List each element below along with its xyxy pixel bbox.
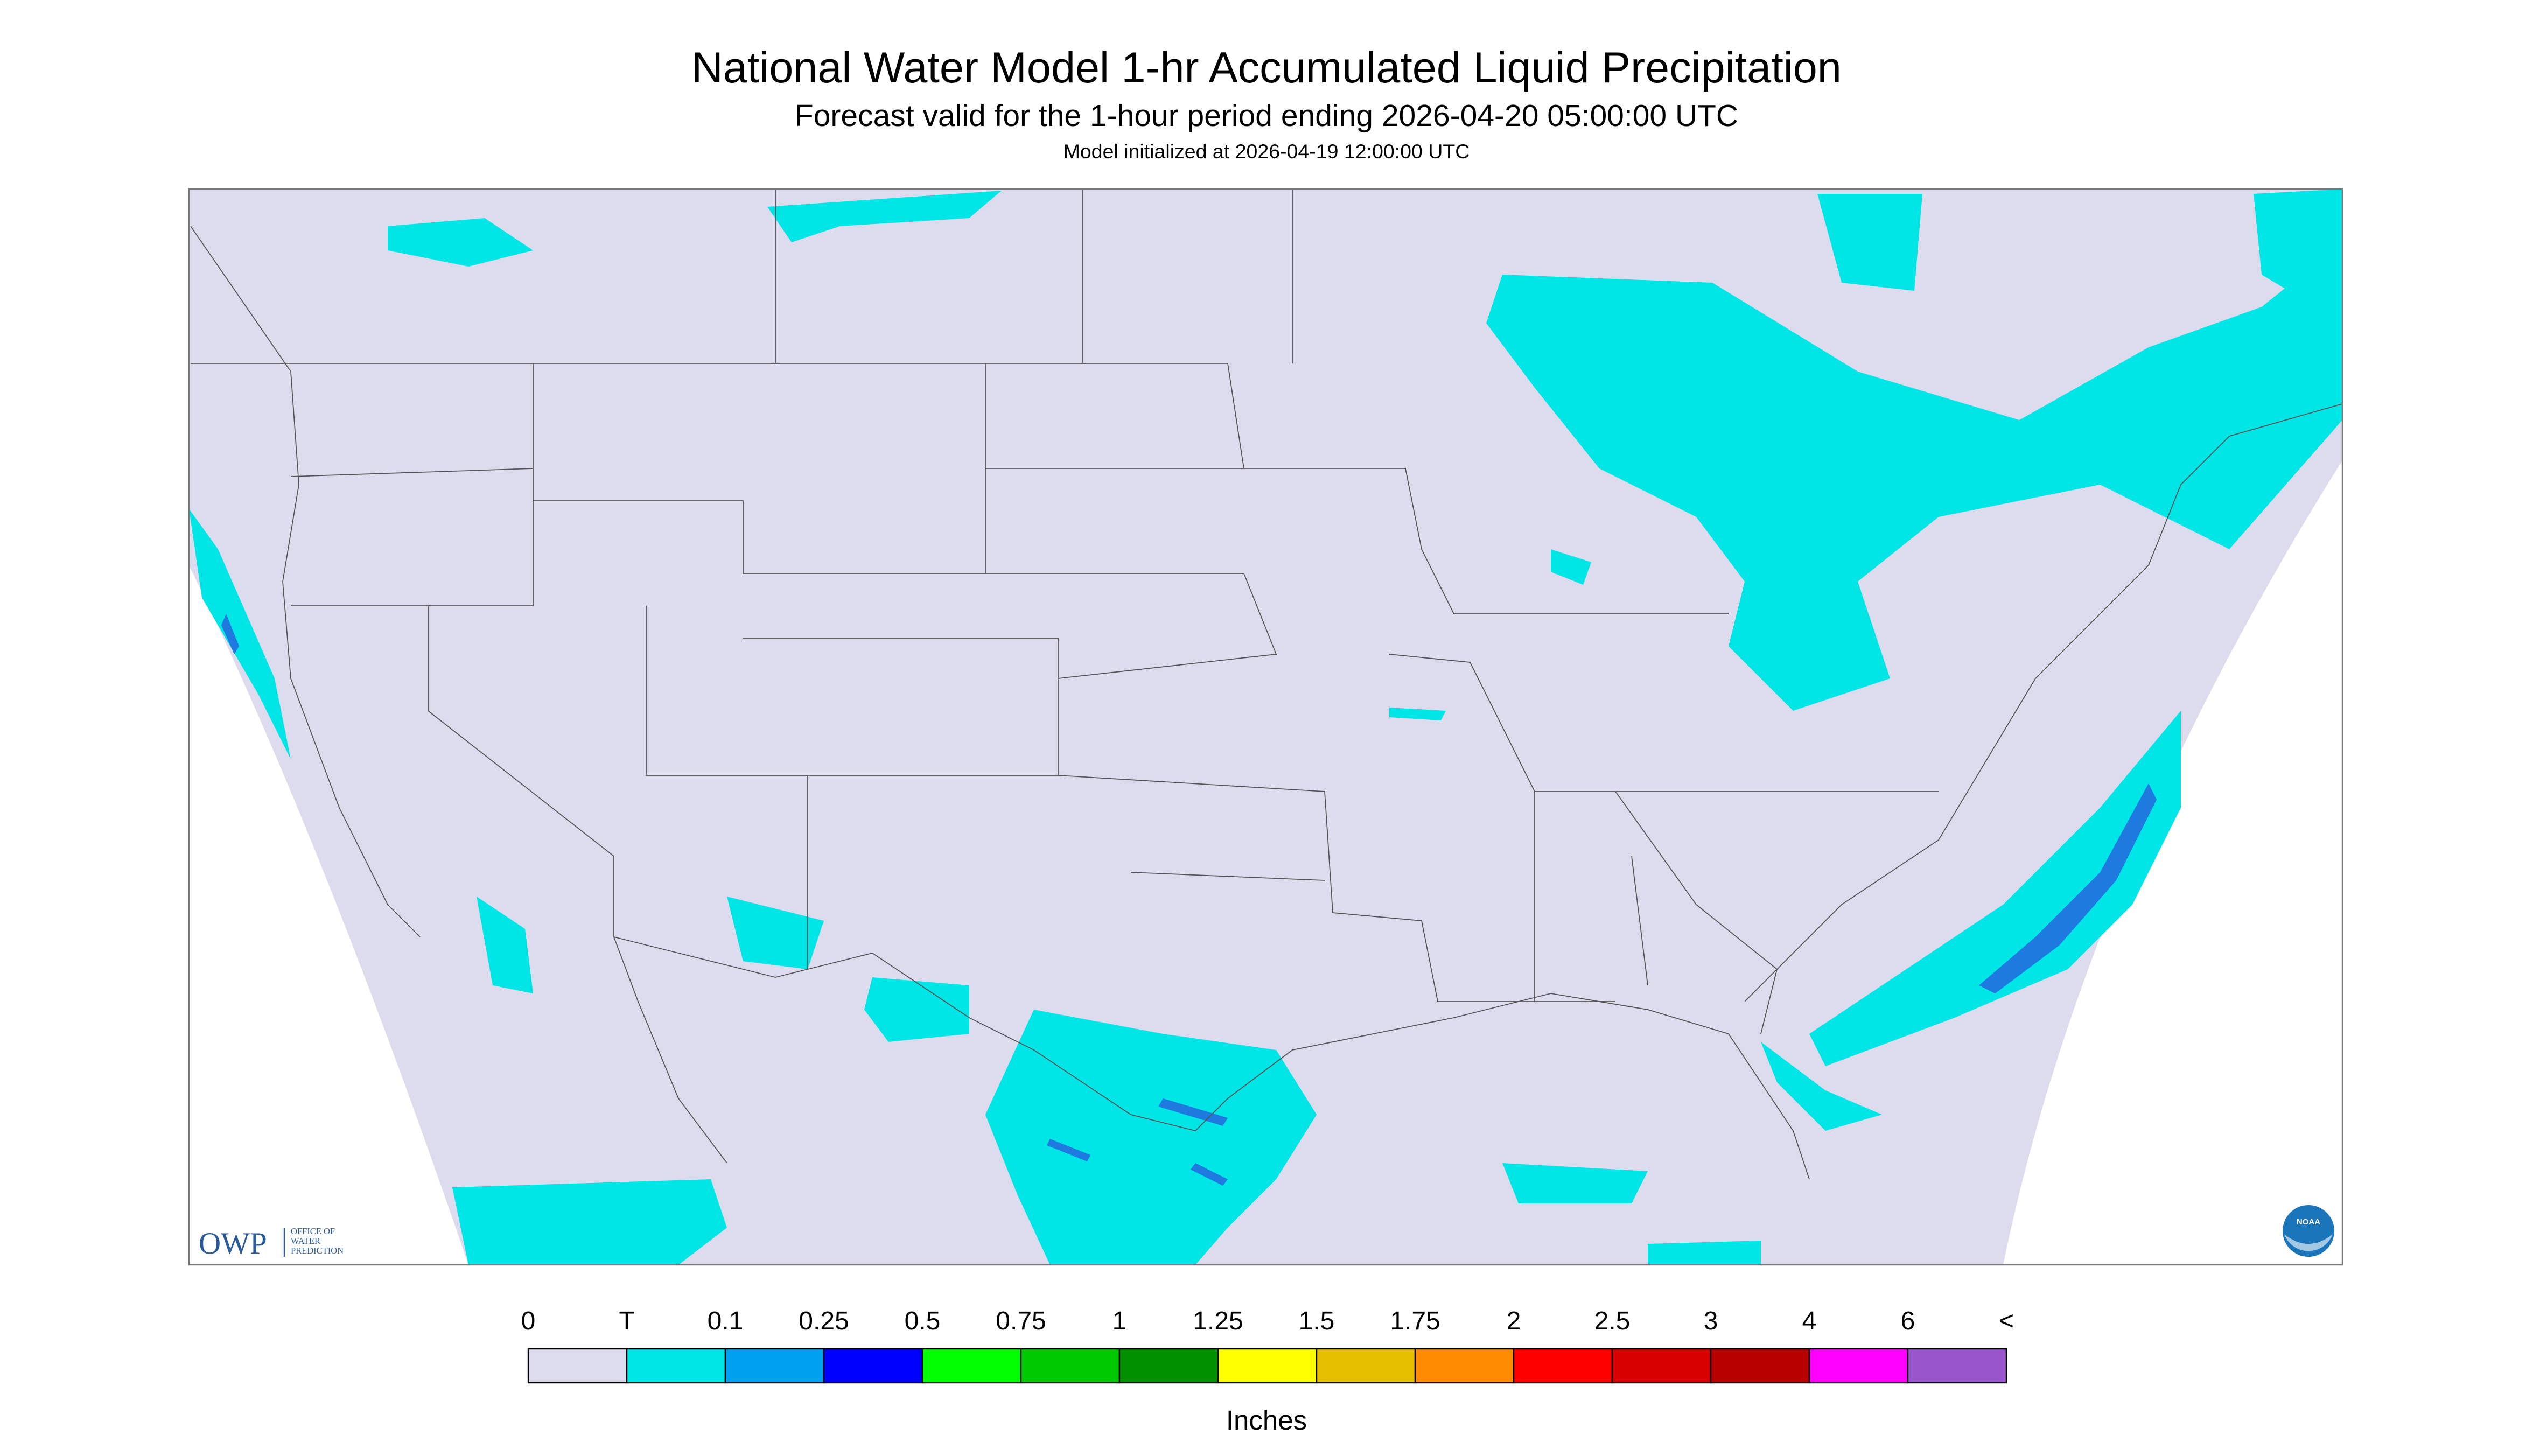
borders [190, 189, 2343, 1180]
colorbar-swatch [1118, 1348, 1219, 1384]
owp-text: OWP [199, 1227, 267, 1261]
colorbar-swatch [1611, 1348, 1712, 1384]
colorbar-swatch [1414, 1348, 1515, 1384]
map-frame [188, 188, 2343, 1266]
colorbar-swatch [1217, 1348, 1318, 1384]
colorbar-unit: Inches [1226, 1405, 1307, 1436]
colorbar-label: 0.5 [905, 1307, 941, 1335]
colorbar-label: 6 [1901, 1307, 1915, 1335]
colorbar-label: 2.5 [1594, 1307, 1631, 1335]
colorbar-label: T [619, 1307, 634, 1335]
colorbar-swatch [1808, 1348, 1909, 1384]
noaa-wave [2284, 1234, 2333, 1251]
colorbar-swatch [1710, 1348, 1810, 1384]
colorbar-label: 4 [1802, 1307, 1817, 1335]
colorbar-label: 0 [521, 1307, 536, 1335]
colorbar-swatch [626, 1348, 726, 1384]
colorbar: 0 T 0.1 0.25 0.5 0.75 1 1.25 1.5 1.75 2 2.5 3 4 6 < [521, 1307, 2014, 1384]
colorbar-label: 1 [1112, 1307, 1127, 1335]
colorbar-label: 1.25 [1193, 1307, 1243, 1335]
colorbar-swatch [1020, 1348, 1121, 1384]
noaa-text: NOAA [2297, 1217, 2320, 1227]
noaa-logo: NOAA [2283, 1205, 2334, 1257]
colorbar-label: 0.75 [996, 1307, 1046, 1335]
title: National Water Model 1-hr Accumulated Li… [691, 44, 1842, 92]
owp-name-line: WATER [291, 1236, 320, 1246]
outside-domain-right [2003, 460, 2342, 1265]
colorbar-swatch [921, 1348, 1022, 1384]
init-note: Model initialized at 2026-04-19 12:00:00… [1063, 140, 1470, 163]
colorbar-label: 2 [1507, 1307, 1521, 1335]
colorbar-swatch [527, 1348, 628, 1384]
colorbar-swatch [724, 1348, 825, 1384]
colorbar-label: 0.25 [799, 1307, 849, 1335]
map [189, 189, 2343, 1265]
colorbar-label: 1.75 [1390, 1307, 1440, 1335]
outside-domain-left [189, 565, 468, 1265]
owp-name-line: OFFICE OF [291, 1226, 335, 1236]
owp-logo: OWP OFFICE OF WATER PREDICTION [199, 1226, 344, 1261]
subtitle: Forecast valid for the 1-hour period end… [795, 99, 1738, 133]
colorbar-swatch [1907, 1348, 2007, 1384]
colorbar-label: < [1999, 1307, 2014, 1335]
colorbar-swatch [1316, 1348, 1416, 1384]
owp-name-line: PREDICTION [291, 1245, 344, 1256]
colorbar-label: 1.5 [1299, 1307, 1335, 1335]
colorbar-swatch [1513, 1348, 1613, 1384]
colorbar-swatch [823, 1348, 923, 1384]
colorbar-label: 0.1 [708, 1307, 744, 1335]
colorbar-label: 3 [1704, 1307, 1718, 1335]
